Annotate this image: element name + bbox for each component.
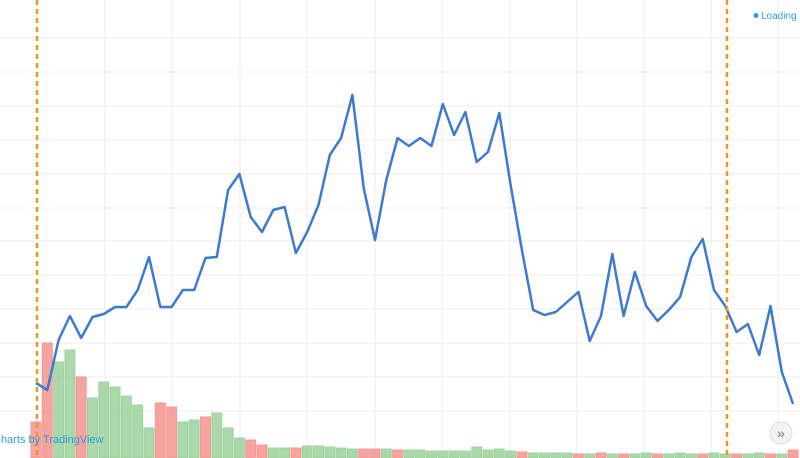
volume-bar [527, 452, 539, 458]
volume-bar [211, 412, 223, 458]
price-line [35, 93, 795, 405]
volume-bar [380, 448, 392, 458]
volume-bar [765, 453, 776, 458]
volume-bar [595, 452, 607, 458]
volume-bar [640, 452, 652, 458]
volume-bar [414, 449, 426, 458]
volume-bar [324, 446, 336, 458]
volume-bar [279, 447, 291, 458]
volume-bar [505, 450, 517, 458]
attribution: Charts by TradingView [0, 434, 104, 446]
volume-bar [731, 453, 743, 458]
volume-bar [742, 453, 754, 458]
volume-bar [98, 381, 110, 458]
volume-bar [652, 453, 663, 458]
volume-bar [584, 453, 596, 458]
line [35, 93, 795, 405]
volume-bar [267, 447, 279, 458]
volume-bar [618, 453, 630, 458]
volume-bar [166, 406, 178, 458]
volume-bar [222, 427, 234, 458]
volume-bar [459, 450, 471, 458]
volume-bar [301, 445, 313, 458]
volume-bar [561, 452, 573, 458]
status-text: Loading [761, 11, 797, 22]
volume-bar [358, 448, 370, 458]
volume-bar [776, 453, 788, 458]
volume-bar [663, 453, 675, 458]
volume-bar [685, 453, 697, 458]
volume-bar [448, 450, 460, 458]
volume-bar [132, 404, 144, 458]
volume-bar [629, 453, 641, 458]
volume-bar [177, 421, 189, 458]
volume-bar [75, 376, 87, 458]
volume-bar [154, 402, 166, 458]
volume-bar [572, 453, 584, 458]
volume-bar [437, 450, 449, 458]
volume-bar [606, 453, 618, 458]
volume-bar [539, 452, 550, 458]
scroll-button-bg[interactable] [769, 421, 793, 445]
volume-bar [403, 449, 415, 458]
volume-bar [346, 448, 358, 458]
status-dot [753, 13, 759, 18]
volume-bar [753, 452, 765, 458]
volume-bar [550, 452, 562, 458]
volume-bar [426, 450, 437, 458]
volume-bar [233, 437, 245, 458]
volume-bar [335, 447, 347, 458]
volume-bar [787, 449, 799, 458]
scroll-button-label[interactable]: » [777, 425, 785, 441]
volume-bar [708, 452, 720, 458]
volume-bar [290, 447, 302, 458]
volume-bar [41, 342, 53, 458]
volume-bar [392, 449, 404, 458]
volume-bar [369, 448, 381, 458]
volume-bar [674, 452, 686, 458]
volume-bar [30, 421, 42, 458]
volume-bar [493, 448, 505, 458]
volume-bar [64, 349, 76, 458]
volume-bar [256, 444, 268, 458]
scroll-button[interactable]: » [769, 421, 793, 445]
volume-bars [30, 342, 799, 458]
volume-bar [697, 453, 709, 458]
volume-bar [313, 445, 324, 458]
volume-bar [516, 451, 528, 458]
volume-bar [719, 453, 731, 458]
volume-bar [471, 446, 483, 458]
volume-bar [188, 419, 200, 458]
volume-bar [143, 427, 155, 458]
volume-bar [109, 386, 121, 458]
volume-bar [87, 397, 98, 458]
volume-bar [53, 361, 65, 458]
volume-bar [120, 395, 132, 458]
volume-bar [245, 439, 257, 458]
volume-bar [482, 449, 494, 458]
volume-bar [200, 416, 211, 458]
